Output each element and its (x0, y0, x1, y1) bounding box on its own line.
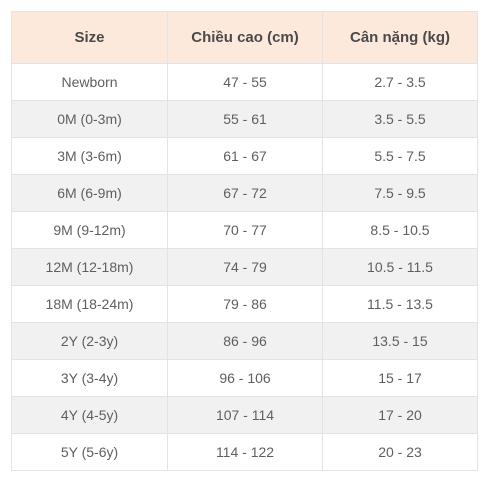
size-cell: Newborn (11, 63, 168, 101)
weight-cell: 7.5 - 9.5 (322, 174, 478, 212)
height-cell: 114 - 122 (167, 433, 323, 471)
size-cell: 0M (0-3m) (11, 100, 168, 138)
size-cell: 5Y (5-6y) (11, 433, 168, 471)
weight-cell: 2.7 - 3.5 (322, 63, 478, 101)
size-cell: 4Y (4-5y) (11, 396, 168, 434)
weight-cell: 13.5 - 15 (322, 322, 478, 360)
table-row: 6M (6-9m) 67 - 72 7.5 - 9.5 (11, 174, 478, 212)
height-cell: 70 - 77 (167, 211, 323, 249)
size-cell: 12M (12-18m) (11, 248, 168, 286)
height-cell: 47 - 55 (167, 63, 323, 101)
height-cell: 55 - 61 (167, 100, 323, 138)
header-weight: Cân nặng (kg) (322, 11, 478, 64)
height-cell: 79 - 86 (167, 285, 323, 323)
size-cell: 3Y (3-4y) (11, 359, 168, 397)
size-chart-table: Size Chiều cao (cm) Cân nặng (kg) Newbor… (11, 11, 478, 471)
weight-cell: 15 - 17 (322, 359, 478, 397)
height-cell: 74 - 79 (167, 248, 323, 286)
height-cell: 67 - 72 (167, 174, 323, 212)
height-cell: 96 - 106 (167, 359, 323, 397)
table-row: 3Y (3-4y) 96 - 106 15 - 17 (11, 359, 478, 397)
weight-cell: 10.5 - 11.5 (322, 248, 478, 286)
weight-cell: 11.5 - 13.5 (322, 285, 478, 323)
header-row: Size Chiều cao (cm) Cân nặng (kg) (11, 11, 478, 64)
table-row: 2Y (2-3y) 86 - 96 13.5 - 15 (11, 322, 478, 360)
weight-cell: 5.5 - 7.5 (322, 137, 478, 175)
header-size: Size (11, 11, 168, 64)
size-cell: 18M (18-24m) (11, 285, 168, 323)
table-row: Newborn 47 - 55 2.7 - 3.5 (11, 63, 478, 101)
weight-cell: 20 - 23 (322, 433, 478, 471)
weight-cell: 17 - 20 (322, 396, 478, 434)
table-row: 5Y (5-6y) 114 - 122 20 - 23 (11, 433, 478, 471)
height-cell: 86 - 96 (167, 322, 323, 360)
weight-cell: 3.5 - 5.5 (322, 100, 478, 138)
size-cell: 9M (9-12m) (11, 211, 168, 249)
table-row: 12M (12-18m) 74 - 79 10.5 - 11.5 (11, 248, 478, 286)
size-cell: 2Y (2-3y) (11, 322, 168, 360)
height-cell: 107 - 114 (167, 396, 323, 434)
height-cell: 61 - 67 (167, 137, 323, 175)
table-row: 0M (0-3m) 55 - 61 3.5 - 5.5 (11, 100, 478, 138)
size-cell: 6M (6-9m) (11, 174, 168, 212)
table-row: 4Y (4-5y) 107 - 114 17 - 20 (11, 396, 478, 434)
weight-cell: 8.5 - 10.5 (322, 211, 478, 249)
table-row: 18M (18-24m) 79 - 86 11.5 - 13.5 (11, 285, 478, 323)
table-row: 9M (9-12m) 70 - 77 8.5 - 10.5 (11, 211, 478, 249)
table-row: 3M (3-6m) 61 - 67 5.5 - 7.5 (11, 137, 478, 175)
size-cell: 3M (3-6m) (11, 137, 168, 175)
header-height: Chiều cao (cm) (167, 11, 323, 64)
